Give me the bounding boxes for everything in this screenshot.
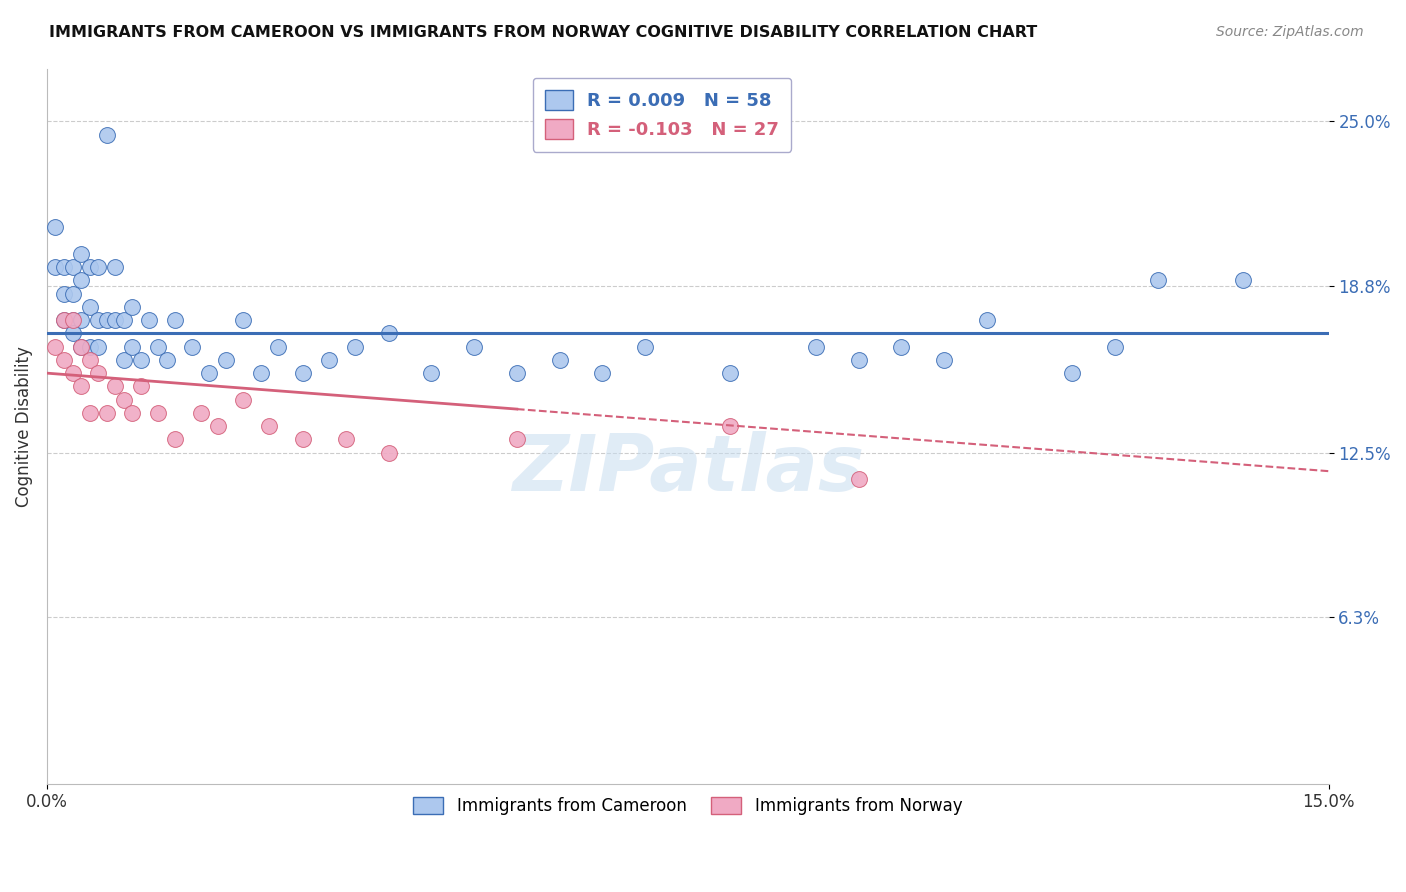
- Point: [121, 300, 143, 314]
- Text: IMMIGRANTS FROM CAMEROON VS IMMIGRANTS FROM NORWAY COGNITIVE DISABILITY CORRELAT: IMMIGRANTS FROM CAMEROON VS IMMIGRANTS F…: [49, 25, 1038, 40]
- Point: [249, 366, 271, 380]
- Point: [318, 352, 340, 367]
- Point: [104, 379, 127, 393]
- Point: [112, 313, 135, 327]
- Point: [1146, 273, 1168, 287]
- Point: [79, 340, 101, 354]
- Point: [112, 392, 135, 407]
- Point: [62, 286, 84, 301]
- Point: [591, 366, 613, 380]
- Point: [53, 352, 76, 367]
- Point: [129, 379, 152, 393]
- Y-axis label: Cognitive Disability: Cognitive Disability: [15, 346, 32, 507]
- Point: [548, 352, 571, 367]
- Point: [377, 445, 399, 459]
- Point: [70, 340, 93, 354]
- Point: [70, 247, 93, 261]
- Point: [96, 406, 118, 420]
- Point: [62, 313, 84, 327]
- Point: [257, 419, 280, 434]
- Point: [1062, 366, 1084, 380]
- Point: [62, 260, 84, 275]
- Point: [804, 340, 827, 354]
- Point: [44, 340, 66, 354]
- Point: [266, 340, 288, 354]
- Point: [70, 340, 93, 354]
- Text: Source: ZipAtlas.com: Source: ZipAtlas.com: [1216, 25, 1364, 39]
- Point: [165, 313, 187, 327]
- Point: [79, 406, 101, 420]
- Point: [87, 340, 110, 354]
- Point: [62, 326, 84, 341]
- Point: [53, 313, 76, 327]
- Point: [343, 340, 366, 354]
- Point: [506, 433, 529, 447]
- Point: [890, 340, 912, 354]
- Point: [232, 313, 254, 327]
- Point: [976, 313, 998, 327]
- Point: [198, 366, 221, 380]
- Point: [1104, 340, 1126, 354]
- Point: [44, 220, 66, 235]
- Point: [720, 419, 742, 434]
- Point: [70, 313, 93, 327]
- Point: [62, 313, 84, 327]
- Point: [146, 340, 169, 354]
- Point: [138, 313, 160, 327]
- Point: [112, 352, 135, 367]
- Point: [96, 128, 118, 142]
- Point: [79, 352, 101, 367]
- Point: [377, 326, 399, 341]
- Point: [79, 260, 101, 275]
- Point: [53, 260, 76, 275]
- Point: [129, 352, 152, 367]
- Point: [634, 340, 657, 354]
- Legend: Immigrants from Cameroon, Immigrants from Norway: Immigrants from Cameroon, Immigrants fro…: [404, 788, 973, 825]
- Point: [848, 472, 870, 486]
- Point: [181, 340, 204, 354]
- Point: [463, 340, 485, 354]
- Text: ZIPatlas: ZIPatlas: [512, 431, 863, 507]
- Point: [121, 340, 143, 354]
- Point: [848, 352, 870, 367]
- Point: [190, 406, 212, 420]
- Point: [53, 286, 76, 301]
- Point: [87, 313, 110, 327]
- Point: [121, 406, 143, 420]
- Point: [70, 273, 93, 287]
- Point: [165, 433, 187, 447]
- Point: [104, 260, 127, 275]
- Point: [335, 433, 357, 447]
- Point: [420, 366, 443, 380]
- Point: [79, 300, 101, 314]
- Point: [146, 406, 169, 420]
- Point: [62, 366, 84, 380]
- Point: [506, 366, 529, 380]
- Point: [292, 366, 315, 380]
- Point: [44, 260, 66, 275]
- Point: [87, 366, 110, 380]
- Point: [96, 313, 118, 327]
- Point: [104, 313, 127, 327]
- Point: [215, 352, 238, 367]
- Point: [207, 419, 229, 434]
- Point: [292, 433, 315, 447]
- Point: [720, 366, 742, 380]
- Point: [87, 260, 110, 275]
- Point: [155, 352, 177, 367]
- Point: [232, 392, 254, 407]
- Point: [70, 379, 93, 393]
- Point: [53, 313, 76, 327]
- Point: [932, 352, 955, 367]
- Point: [1232, 273, 1254, 287]
